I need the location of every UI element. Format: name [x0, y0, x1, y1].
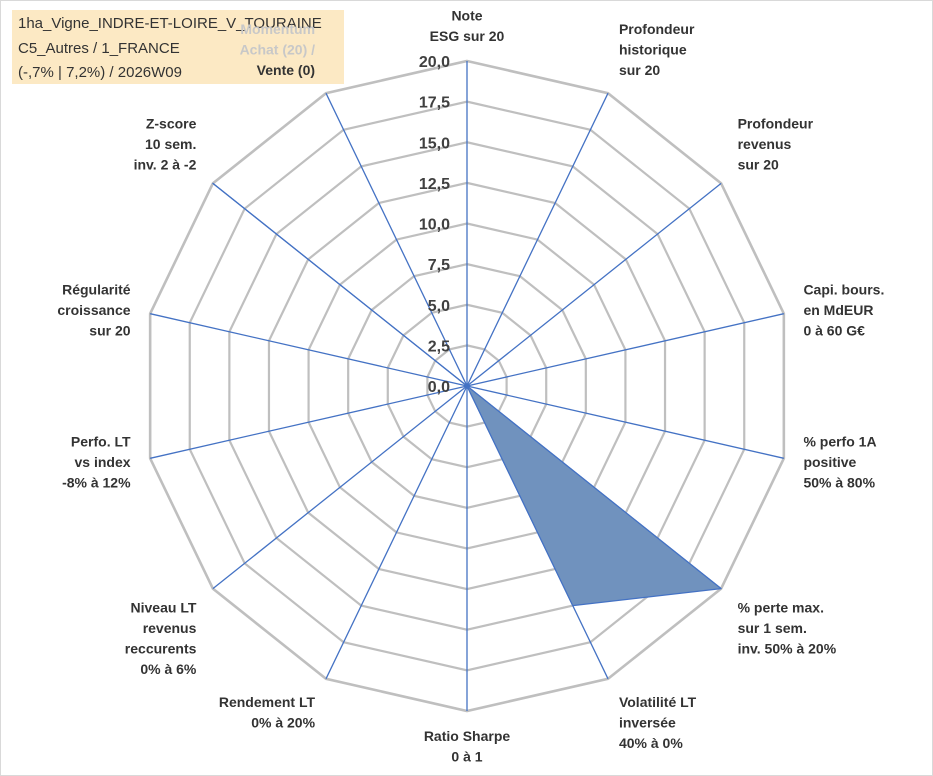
series-polygon: [212, 182, 722, 607]
axis-spoke-3: [466, 313, 784, 387]
axis-label-11-line-0: Régularité: [62, 282, 131, 298]
axis-label-0: Note ESG sur 20: [430, 8, 505, 45]
axis-label-5-line-2: inv. 50% à 20%: [738, 641, 837, 657]
axis-label-1: Profondeur historique sur 20: [619, 21, 695, 78]
info-box: 1ha_Vigne_INDRE-ET-LOIRE_V_TOURAINE C5_A…: [12, 10, 344, 84]
axis-label-0-line-1: ESG sur 20: [430, 28, 505, 44]
axis-label-9-line-1: revenus: [143, 620, 197, 636]
axis-label-4-line-0: % perfo 1A: [803, 433, 876, 449]
axis-spoke-10: [150, 385, 468, 459]
tick-label-0: 0,0: [428, 379, 450, 396]
info-title: 1ha_Vigne_INDRE-ET-LOIRE_V_TOURAINE: [18, 15, 322, 32]
axis-label-13-line-2: Vente (0): [257, 62, 315, 78]
axis-label-12-line-1: 10 sem.: [145, 136, 196, 152]
axis-label-2: Profondeur revenus sur 20: [738, 115, 814, 172]
axis-label-12-line-0: Z-score: [146, 115, 197, 131]
axis-label-12: Z-score 10 sem. inv. 2 à -2: [134, 115, 197, 172]
tick-label-8: 20,0: [419, 54, 450, 71]
axis-label-8: Rendement LT 0% à 20%: [219, 694, 316, 731]
axis-spoke-2: [466, 182, 722, 387]
axis-label-4-line-1: positive: [803, 454, 856, 470]
axis-label-4-line-2: 50% à 80%: [803, 474, 875, 490]
radar-series: [212, 182, 722, 607]
axis-label-9-line-2: reccurents: [125, 641, 197, 657]
axis-label-11-line-2: sur 20: [89, 323, 130, 339]
axis-label-7-line-1: 0 à 1: [451, 749, 482, 765]
axis-label-6-line-1: inversée: [619, 715, 676, 731]
radar-tick-labels: 0,0 2,5 5,0 7,5 10,0 12,5 15,0 17,5 20,0: [419, 54, 450, 396]
axis-label-8-line-1: 0% à 20%: [251, 715, 315, 731]
axis-label-13-line-0: Momentum: [240, 21, 315, 37]
axis-label-2-line-0: Profondeur: [738, 115, 814, 131]
axis-label-8-line-0: Rendement LT: [219, 694, 316, 710]
axis-spoke-9: [212, 385, 468, 590]
axis-label-9: Niveau LT revenus reccurents 0% à 6%: [125, 600, 197, 678]
axis-label-5: % perte max. sur 1 sem. inv. 50% à 20%: [738, 600, 837, 657]
tick-label-1: 2,5: [428, 338, 450, 355]
axis-label-1-line-1: historique: [619, 41, 687, 57]
axis-label-12-line-2: inv. 2 à -2: [134, 156, 197, 172]
axis-label-1-line-0: Profondeur: [619, 21, 695, 37]
axis-label-3-line-2: 0 à 60 G€: [803, 323, 865, 339]
axis-label-9-line-0: Niveau LT: [131, 600, 197, 616]
tick-label-5: 12,5: [419, 176, 450, 193]
axis-label-11: Régularité croissance sur 20: [57, 282, 130, 339]
tick-label-6: 15,0: [419, 135, 450, 152]
axis-spoke-11: [150, 313, 468, 387]
axis-spoke-1: [466, 92, 609, 387]
axis-spoke-13: [325, 92, 468, 387]
axis-label-6: Volatilité LT inversée 40% à 0%: [619, 694, 697, 751]
axis-label-10: Perfo. LT vs index -8% à 12%: [62, 433, 131, 490]
axis-label-3: Capi. bours. en MdEUR 0 à 60 G€: [803, 282, 884, 339]
tick-label-4: 10,0: [419, 217, 450, 234]
axis-label-10-line-1: vs index: [75, 454, 131, 470]
axis-label-13-line-1: Achat (20) /: [240, 41, 316, 57]
axis-label-5-line-0: % perte max.: [738, 600, 824, 616]
tick-label-2: 5,0: [428, 298, 450, 315]
info-category: C5_Autres / 1_FRANCE: [18, 40, 180, 57]
axis-label-6-line-2: 40% à 0%: [619, 735, 683, 751]
axis-label-13: Momentum Achat (20) / Vente (0): [240, 21, 316, 78]
axis-label-3-line-0: Capi. bours.: [803, 282, 884, 298]
axis-label-6-line-0: Volatilité LT: [619, 694, 697, 710]
info-range-week: (-,7% | 7,2%) / 2026W09: [18, 64, 182, 81]
axis-label-3-line-1: en MdEUR: [803, 302, 873, 318]
axis-label-9-line-3: 0% à 6%: [140, 661, 197, 677]
axis-label-2-line-1: revenus: [738, 136, 792, 152]
axis-label-10-line-2: -8% à 12%: [62, 474, 131, 490]
tick-label-7: 17,5: [419, 95, 450, 112]
axis-label-7: Ratio Sharpe 0 à 1: [424, 728, 511, 765]
axis-label-4: % perfo 1A positive 50% à 80%: [803, 433, 876, 490]
radar-axis-labels: Note ESG sur 20 Profondeur historique sur 20…: [57, 8, 884, 765]
axis-label-10-line-0: Perfo. LT: [71, 433, 131, 449]
axis-label-5-line-1: sur 1 sem.: [738, 620, 807, 636]
axis-spoke-8: [325, 385, 468, 680]
axis-label-0-line-0: Note: [451, 8, 482, 24]
axis-label-1-line-2: sur 20: [619, 62, 660, 78]
axis-spoke-4: [466, 385, 784, 459]
axis-label-7-line-0: Ratio Sharpe: [424, 728, 511, 744]
tick-label-3: 7,5: [428, 257, 450, 274]
axis-label-2-line-2: sur 20: [738, 156, 779, 172]
axis-label-11-line-1: croissance: [57, 302, 130, 318]
